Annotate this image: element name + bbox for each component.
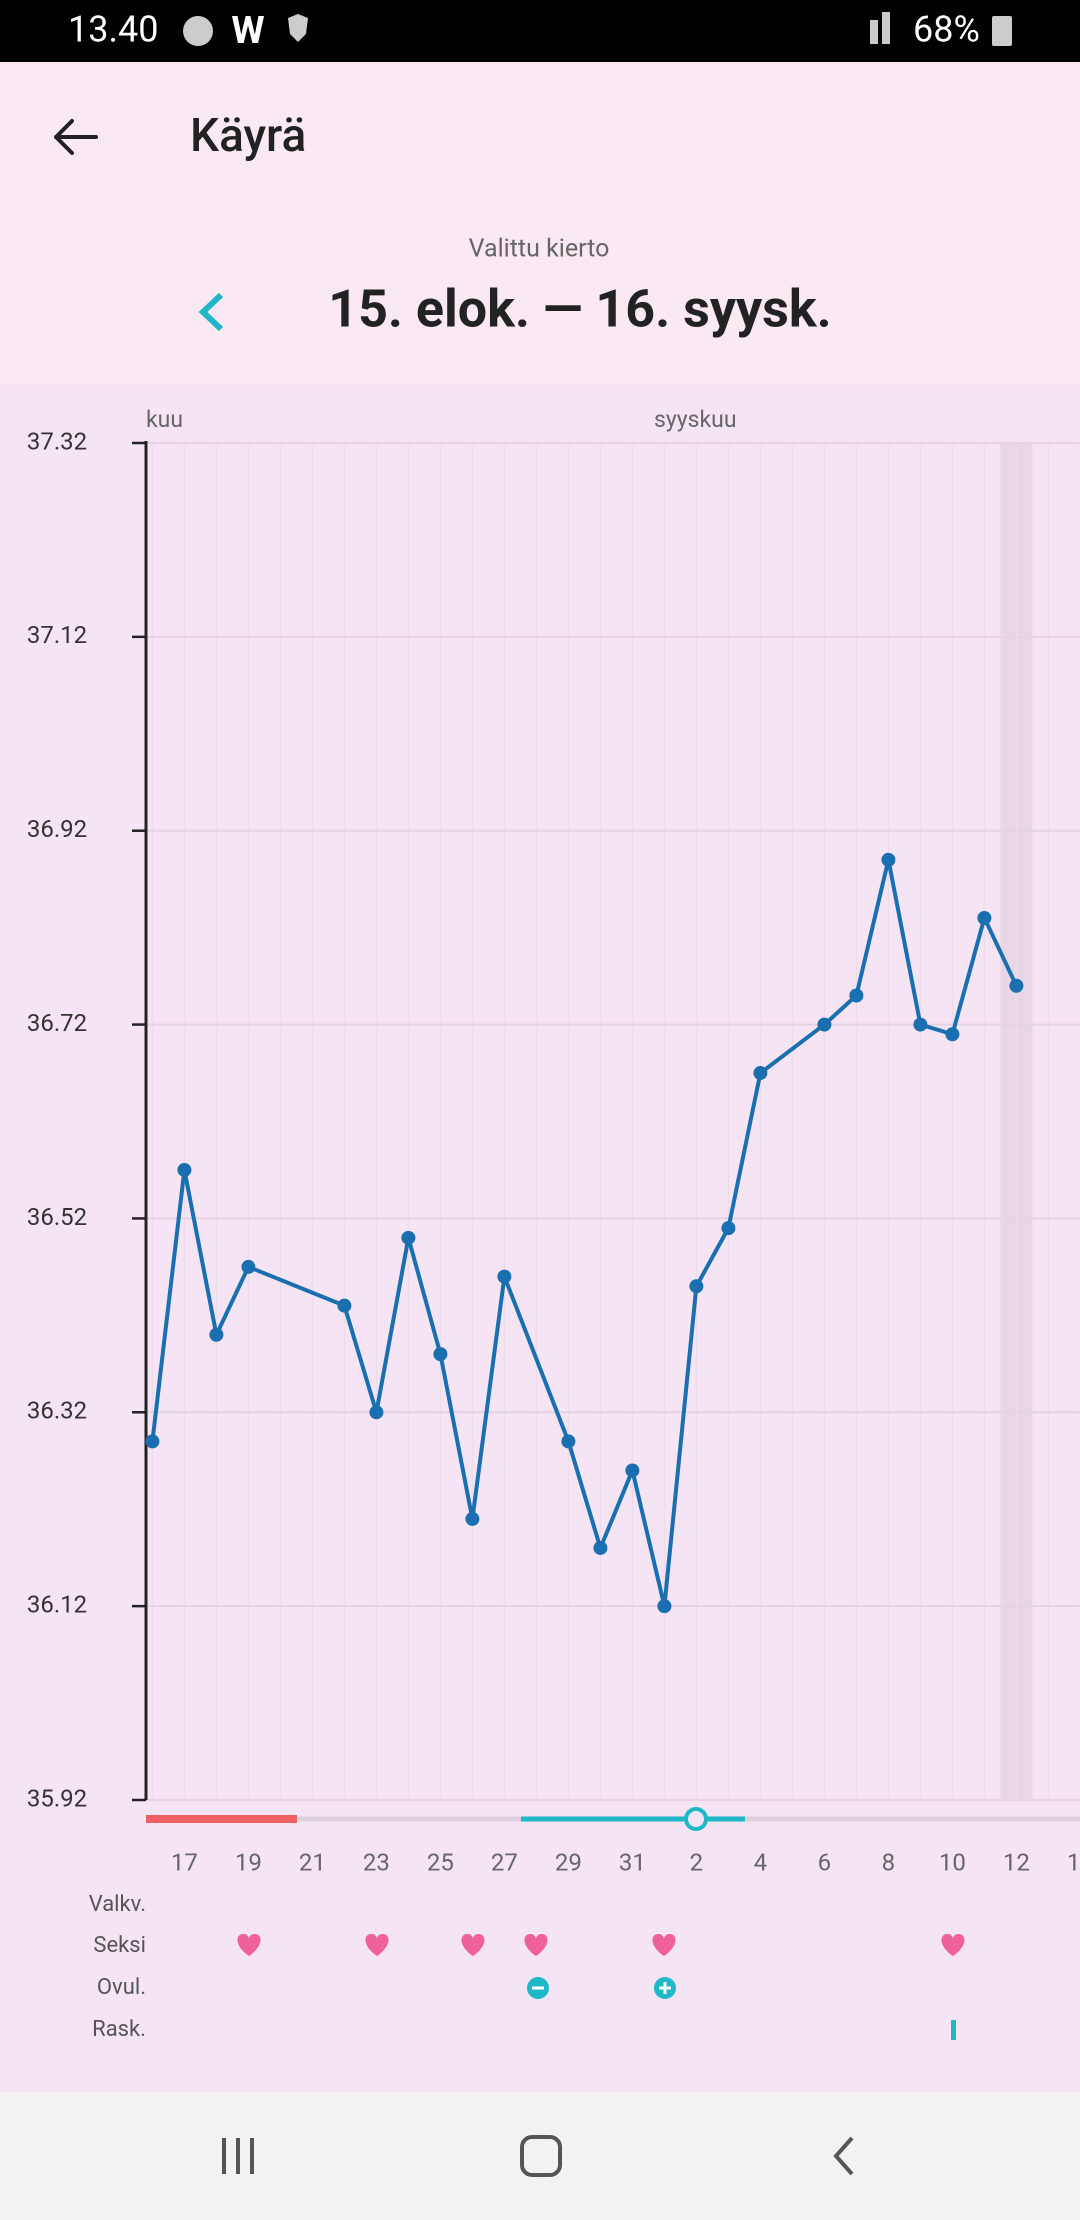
- line-segment: [694, 1226, 731, 1289]
- cycle-range: 15. elok. — 16. syysk.: [328, 279, 832, 340]
- line-segment: [182, 1167, 219, 1337]
- signal: [882, 12, 890, 44]
- y-tick-label: 35.92: [27, 1784, 87, 1812]
- data-point: [913, 1017, 928, 1032]
- data-point: [625, 1463, 640, 1478]
- status-icon: [183, 16, 213, 46]
- y-tick-label: 37.12: [27, 621, 87, 649]
- status-icon: W: [231, 9, 264, 53]
- x-tick-label: 29: [555, 1848, 582, 1876]
- pregnancy-test: [951, 2020, 956, 2040]
- data-point: [241, 1259, 256, 1274]
- battery-icon: [992, 16, 1012, 46]
- y-tick-label: 36.92: [27, 815, 87, 843]
- x-tick-label: 23: [363, 1848, 390, 1876]
- x-tick-label: 2: [690, 1848, 704, 1876]
- nav-bar: [0, 2092, 1080, 2220]
- data-point: [881, 852, 896, 867]
- page-title: Käyrä: [190, 109, 306, 163]
- y-tick-label: 36.12: [27, 1590, 87, 1618]
- row-label: Ovul.: [97, 1975, 146, 2000]
- data-point: [145, 1434, 160, 1449]
- month-label: syyskuu: [654, 406, 737, 433]
- data-point: [849, 988, 864, 1003]
- ovulation-marker: [684, 1807, 708, 1831]
- line-segment: [726, 1071, 763, 1231]
- line-segment: [758, 1022, 827, 1076]
- line-segment: [662, 1284, 699, 1609]
- x-tick-label: 10: [939, 1848, 966, 1876]
- chart: 35.92 36.12 36.32 36.52 36.72 36.92 37.12 37.32…: [27, 427, 1080, 1876]
- status-bar: [0, 0, 1080, 62]
- data-point: [497, 1269, 512, 1284]
- line-segment: [214, 1264, 251, 1337]
- data-point: [593, 1540, 608, 1555]
- data-point: [337, 1298, 352, 1313]
- month-label: kuu: [146, 406, 183, 433]
- cycle-caption: Valittu kierto: [469, 235, 610, 264]
- row-label: Valkv.: [89, 1892, 146, 1917]
- line-segment: [854, 857, 891, 998]
- home-button[interactable]: [520, 2135, 562, 2177]
- line-segment: [598, 1468, 635, 1550]
- status-icon: [288, 14, 308, 42]
- chart-background: [0, 385, 1080, 2092]
- line-segment: [950, 915, 987, 1037]
- clock: 13.40: [68, 9, 158, 51]
- data-point: [465, 1511, 480, 1526]
- prev-cycle[interactable]: [198, 292, 224, 332]
- y-tick-label: 36.72: [27, 1009, 87, 1037]
- data-point: [209, 1327, 224, 1342]
- data-point: [433, 1347, 448, 1362]
- data-point: [753, 1066, 768, 1081]
- line-segment: [246, 1264, 347, 1308]
- data-point: [561, 1434, 576, 1449]
- ovulation-positive: [659, 1982, 671, 1994]
- line-segment: [502, 1274, 571, 1444]
- data-point: [369, 1405, 384, 1420]
- line-segment: [470, 1274, 507, 1521]
- y-tick-label: 36.52: [27, 1203, 87, 1231]
- back-nav-button[interactable]: [833, 2136, 854, 2176]
- x-tick-label: 17: [171, 1848, 198, 1876]
- line-segment: [406, 1235, 443, 1357]
- battery-text: 68%: [913, 9, 980, 51]
- x-tick-label: 21: [299, 1848, 326, 1876]
- data-point: [721, 1221, 736, 1236]
- line-segment: [822, 993, 859, 1027]
- line-segment: [886, 857, 923, 1027]
- x-tick-label: 6: [818, 1848, 832, 1876]
- line-segment: [566, 1439, 603, 1550]
- back-button[interactable]: [54, 119, 98, 155]
- data-point: [977, 910, 992, 925]
- x-tick-label: 27: [491, 1848, 518, 1876]
- line-segment: [342, 1303, 379, 1415]
- row-label: Seksi: [93, 1933, 146, 1958]
- line-segment: [374, 1235, 411, 1415]
- row-label: Rask.: [92, 2017, 146, 2042]
- x-tick-label: 8: [882, 1848, 896, 1876]
- data-point: [1009, 978, 1024, 993]
- line-segment: [982, 915, 1019, 988]
- y-tick-label: 36.32: [27, 1397, 87, 1425]
- data-point: [657, 1599, 672, 1614]
- signal: [870, 20, 878, 44]
- x-tick-label: 4: [754, 1848, 768, 1876]
- x-tick-label: 19: [235, 1848, 262, 1876]
- data-point: [817, 1017, 832, 1032]
- data-point: [945, 1027, 960, 1042]
- line-segment: [150, 1167, 187, 1444]
- data-point: [689, 1279, 704, 1294]
- x-tick-label: 12: [1003, 1848, 1030, 1876]
- data-point: [177, 1162, 192, 1177]
- x-tick-label: 14: [1067, 1848, 1080, 1876]
- x-tick-label: 25: [427, 1848, 454, 1876]
- recents-button[interactable]: [222, 2138, 254, 2174]
- y-tick-label: 37.32: [27, 427, 87, 455]
- line-segment: [630, 1468, 667, 1609]
- x-tick-label: 31: [619, 1848, 646, 1876]
- data-point: [401, 1230, 416, 1245]
- line-segment: [438, 1352, 475, 1521]
